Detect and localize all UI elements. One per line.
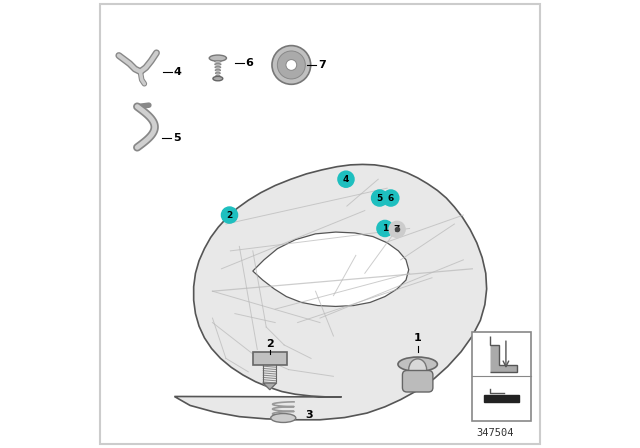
Circle shape [383,190,399,206]
Text: 5: 5 [376,194,383,202]
FancyBboxPatch shape [472,332,531,421]
Ellipse shape [271,414,296,422]
Text: 1: 1 [414,333,422,343]
FancyBboxPatch shape [403,370,433,392]
Circle shape [338,171,354,187]
Text: 7: 7 [318,60,326,70]
Text: 2: 2 [227,211,232,220]
Polygon shape [490,336,517,372]
Ellipse shape [216,75,220,77]
Ellipse shape [272,46,310,84]
Polygon shape [174,164,486,420]
Text: 4: 4 [343,175,349,184]
Circle shape [371,190,388,206]
Ellipse shape [277,51,305,79]
Text: 6: 6 [388,194,394,202]
Ellipse shape [209,55,227,61]
Polygon shape [263,383,276,390]
Ellipse shape [398,357,437,371]
Ellipse shape [409,359,427,380]
Ellipse shape [215,69,221,71]
Text: 2: 2 [266,339,274,349]
FancyBboxPatch shape [253,352,287,365]
Text: 7: 7 [394,225,400,234]
Text: 1: 1 [382,224,388,233]
Ellipse shape [286,60,297,70]
Text: 5: 5 [173,133,180,142]
Circle shape [221,207,237,223]
Text: 347504: 347504 [476,428,513,438]
Ellipse shape [213,76,223,81]
Circle shape [377,220,393,237]
Ellipse shape [216,72,220,74]
Text: 6: 6 [245,58,253,68]
Ellipse shape [215,66,221,68]
Polygon shape [253,232,409,306]
Text: 3: 3 [306,410,314,420]
Circle shape [389,221,405,237]
Ellipse shape [214,64,221,65]
Polygon shape [484,395,520,402]
Ellipse shape [214,60,221,62]
Text: 4: 4 [174,67,182,77]
